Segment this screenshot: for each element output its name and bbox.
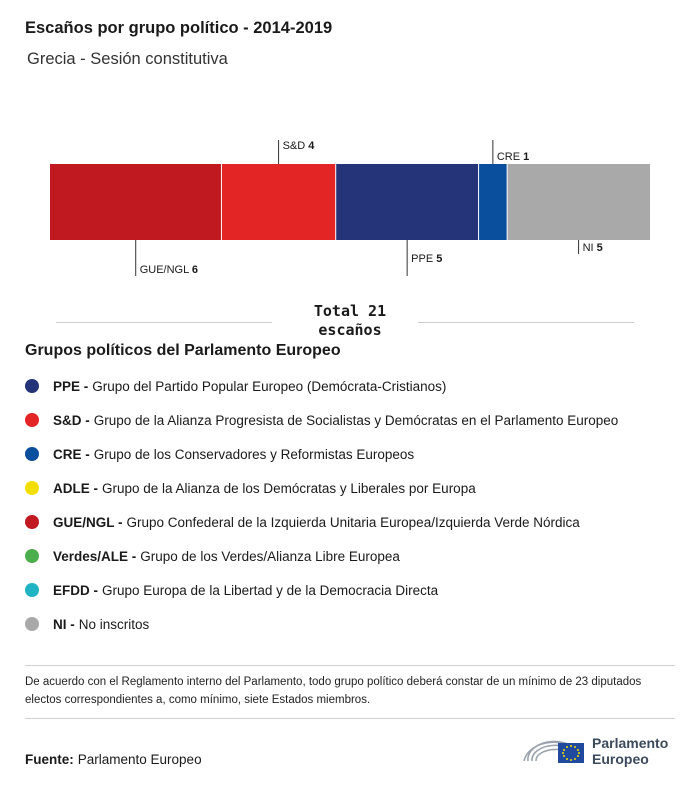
bar-segment-guengl [50,164,222,240]
legend-text: Grupo del Partido Popular Europeo (Demóc… [92,378,447,394]
data-label-name: GUE/NGL [140,264,192,276]
logo-line-2: Europeo [592,751,649,767]
legend-abbr: ADLE - [53,480,98,496]
legend-abbr: EFDD - [53,582,98,598]
data-label: CRE 1 [497,151,529,163]
chart-subtitle: Grecia - Sesión constitutiva [27,50,228,68]
legend-dot [25,481,39,495]
chart-title: Escaños por grupo político - 2014-2019 [25,19,333,37]
legend-dot [25,549,39,563]
legend-abbr: NI - [53,616,75,632]
source-line: Fuente: Parlamento Europeo [25,752,202,767]
data-label-name: NI [583,242,597,254]
data-label-name: S&D [283,140,309,152]
legend-text: Grupo de los Conservadores y Reformistas… [93,446,415,462]
note-divider-bottom [25,718,675,719]
legend-list: PPE - Grupo del Partido Popular Europeo (… [25,369,618,641]
bar-segment-ppe [335,164,479,240]
legend-dot [25,617,39,631]
legend-abbr: Verdes/ALE - [53,548,137,564]
legend-item: GUE/NGL - Grupo Confederal de la Izquierd… [25,505,618,539]
legend-text: Grupo Confederal de la Izquierda Unitari… [126,514,580,530]
legend-text: Grupo de la Alianza Progresista de Socia… [93,412,619,428]
total-divider-left [56,322,272,323]
data-label-value: 6 [192,264,198,276]
bar-segment-sd [221,164,336,240]
legend-dot [25,583,39,597]
footnote: De acuerdo con el Reglamento interno del… [25,676,642,706]
data-label: S&D 4 [283,140,316,152]
legend-item: PPE - Grupo del Partido Popular Europeo (… [25,369,618,403]
legend-abbr: GUE/NGL - [53,514,123,530]
bar-segment-ni [507,164,650,240]
source-label: Fuente: [25,752,74,767]
legend-item: ADLE - Grupo de la Alianza de los Demócra… [25,471,618,505]
european-parliament-logo: Parlamento Europeo [520,727,680,767]
source-value: Parlamento Europeo [77,752,202,767]
seat-bar-chart: GUE/NGL 6 S&D 4 PPE 5 CRE 1 NI 5 [50,140,650,276]
legend-title: Grupos políticos del Parlamento Europeo [25,342,341,359]
legend-text: Grupo de los Verdes/Alianza Libre Europe… [140,548,400,564]
legend-text: No inscritos [78,616,150,632]
legend-abbr: PPE - [53,378,89,394]
parliament-logo-icon [523,740,584,763]
legend-dot [25,447,39,461]
data-label-name: PPE [411,253,436,265]
legend-abbr: S&D - [53,412,90,428]
data-label-value: 4 [308,140,315,152]
legend-item: Verdes/ALE - Grupo de los Verdes/Alianza … [25,539,618,573]
data-label: PPE 5 [411,253,442,265]
legend-text: Grupo Europa de la Libertad y de la Demo… [102,582,439,598]
legend-item: CRE - Grupo de los Conservadores y Reform… [25,437,618,471]
legend-item: EFDD - Grupo Europa de la Libertad y de l… [25,573,618,607]
bar-segment-cre [478,164,508,240]
total-divider-right [418,322,634,323]
legend-dot [25,413,39,427]
note-divider-top [25,665,675,666]
data-label-value: 1 [523,151,529,163]
logo-line-1: Parlamento [592,735,669,751]
legend-item: NI - No inscritos [25,607,618,641]
data-label-name: CRE [497,151,523,163]
data-label: NI 5 [583,242,603,254]
data-label: GUE/NGL 6 [140,264,198,276]
legend-text: Grupo de la Alianza de los Demócratas y … [102,480,476,496]
total-seats-label: Total 21 escaños [313,302,387,339]
data-label-value: 5 [597,242,603,254]
legend-abbr: CRE - [53,446,90,462]
data-label-value: 5 [436,253,442,265]
legend-dot [25,379,39,393]
legend-dot [25,515,39,529]
legend-item: S&D - Grupo de la Alianza Progresista de … [25,403,618,437]
